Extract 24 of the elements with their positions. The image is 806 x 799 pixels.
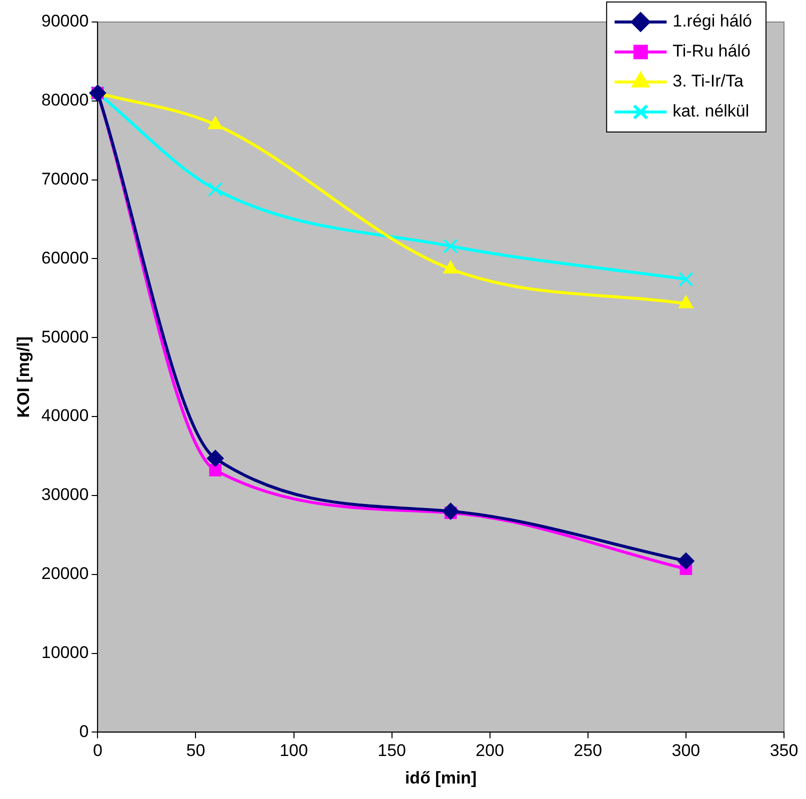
x-tick-label: 50 xyxy=(186,741,206,760)
legend-label: Ti-Ru háló xyxy=(672,42,750,61)
x-tick-label: 300 xyxy=(672,741,700,760)
y-tick-label: 10000 xyxy=(41,642,89,662)
y-tick-label: 60000 xyxy=(41,248,89,268)
x-tick-label: 350 xyxy=(770,741,798,760)
y-tick-label: 30000 xyxy=(41,485,89,504)
legend-label: 3. Ti-Ir/Ta xyxy=(672,72,744,91)
x-tick-label: 0 xyxy=(92,741,102,760)
x-tick-label: 100 xyxy=(280,741,308,760)
x-tick-label: 200 xyxy=(476,741,504,760)
y-tick-label: 90000 xyxy=(41,12,89,31)
y-axis-title: KOI [mg/l] xyxy=(14,336,33,418)
x-axis-title: idő [min] xyxy=(404,768,477,788)
y-tick-label: 20000 xyxy=(41,564,89,584)
y-tick-label: 0 xyxy=(79,722,89,741)
x-tick-label: 150 xyxy=(378,741,406,760)
legend-label: kat. nélkül xyxy=(672,102,750,121)
y-tick-label: 70000 xyxy=(41,170,89,189)
y-tick-label: 80000 xyxy=(41,90,89,110)
x-tick-label: 250 xyxy=(574,741,602,760)
y-tick-label: 50000 xyxy=(41,327,89,346)
y-tick-label: 40000 xyxy=(41,406,89,426)
legend-label: 1.régi háló xyxy=(672,12,752,31)
